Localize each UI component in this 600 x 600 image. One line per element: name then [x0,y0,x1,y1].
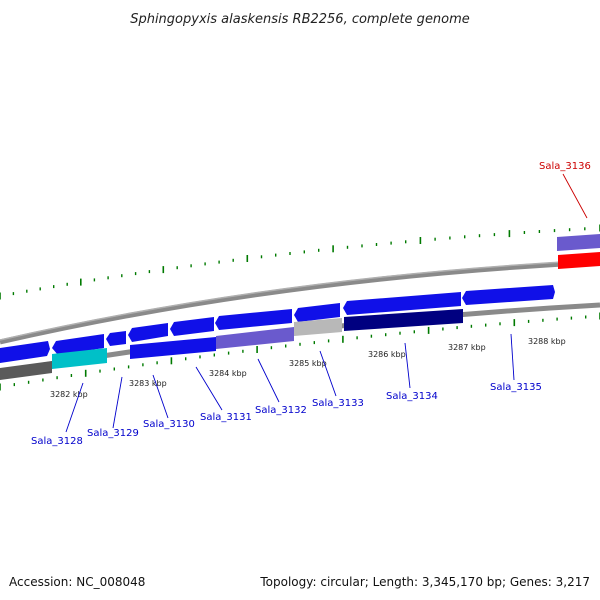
inner-tick-marks [0,312,600,391]
feature-bar-grey-light[interactable] [294,318,342,336]
gene-label-leaders [65,173,588,433]
gene-arrow[interactable] [0,341,50,363]
feature-bar-red[interactable] [558,252,600,269]
feature-bar-grey[interactable] [0,361,52,380]
feature-bar-cyan[interactable] [52,348,107,369]
feature-bar-light-right[interactable] [557,234,600,251]
genome-backbone-upper [0,259,600,345]
kbp-label: 3286 kbp [368,350,406,359]
feature-bar-light[interactable] [216,327,294,349]
lower-strand-features [0,234,600,380]
gene-label-sala-3128[interactable]: Sala_3128 [31,436,83,447]
map-title: Sphingopyxis alaskensis RB2256, complete… [130,12,470,27]
kbp-label: 3285 kbp [289,359,327,368]
gene-label-sala-3129[interactable]: Sala_3129 [87,428,139,439]
gene-label-sala-3133[interactable]: Sala_3133 [312,398,364,409]
kbp-label: 3283 kbp [129,379,167,388]
gene-label-sala-3136[interactable]: Sala_3136 [539,161,591,172]
kbp-scale-labels: 3282 kbp 3283 kbp 3284 kbp 3285 kbp 3286… [50,337,566,399]
gene-label-sala-3134[interactable]: Sala_3134 [386,391,438,402]
kbp-label: 3288 kbp [528,337,566,346]
outer-tick-marks [0,224,600,300]
gene-labels: Sala_3128 Sala_3129 Sala_3130 Sala_3131 … [31,161,591,447]
kbp-label: 3282 kbp [50,390,88,399]
gene-arrow[interactable] [215,309,292,330]
genome-summary-text: Topology: circular; Length: 3,345,170 bp… [259,575,590,589]
genome-backbone-upper-highlight [0,259,600,341]
accession-text: Accession: NC_008048 [9,575,145,589]
kbp-label: 3284 kbp [209,369,247,378]
gene-label-sala-3131[interactable]: Sala_3131 [200,412,252,423]
gene-arrow[interactable] [294,303,340,322]
gene-arrow[interactable] [128,323,168,342]
gene-label-sala-3135[interactable]: Sala_3135 [490,382,542,393]
gene-arrow[interactable] [462,285,555,305]
feature-bar-dark[interactable] [344,309,463,331]
kbp-label: 3287 kbp [448,343,486,352]
gene-arrow[interactable] [130,337,216,359]
gene-arrow[interactable] [343,292,461,315]
gene-arrow[interactable] [106,331,126,346]
gene-label-sala-3132[interactable]: Sala_3132 [255,405,307,416]
gene-label-sala-3130[interactable]: Sala_3130 [143,419,195,430]
gene-arrow[interactable] [170,317,214,336]
